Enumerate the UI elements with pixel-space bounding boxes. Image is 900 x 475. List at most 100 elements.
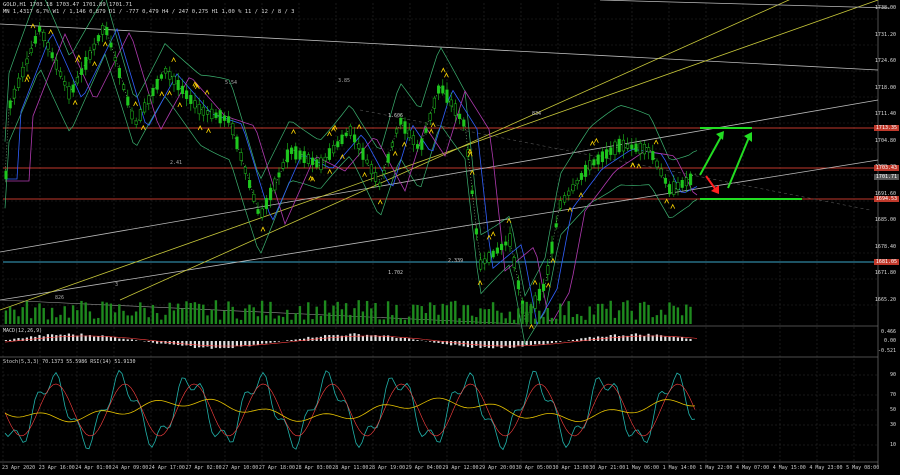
fractal-marker (567, 206, 573, 212)
candle-body (273, 178, 277, 191)
macd-bar (105, 336, 108, 341)
fractal-marker (506, 217, 512, 224)
fractal-marker (392, 150, 398, 156)
candle-body (46, 42, 50, 50)
candle-body (67, 86, 71, 100)
volume-bar (181, 308, 184, 324)
price-label: 1731.20 (874, 31, 896, 38)
volume-bar (160, 319, 163, 324)
macd-level-label: 0.00 (883, 338, 896, 344)
macd-bar (429, 341, 432, 342)
candle-body (84, 57, 88, 70)
volume-bar (504, 318, 507, 324)
candle-body (155, 78, 159, 90)
fractal-marker (590, 140, 595, 146)
candle-body (50, 52, 54, 59)
time-label: 30 Apr 13:00 (552, 465, 589, 471)
macd-bar (122, 338, 125, 341)
macd-bar (223, 341, 226, 348)
macd-bar (483, 341, 486, 347)
time-label: 27 Apr 18:00 (258, 465, 296, 471)
volume-bar (172, 310, 176, 324)
fractal-marker (340, 154, 345, 160)
candle-body (483, 258, 487, 264)
stoch-label: Stoch(5,3,3) 70.1373 55.5986 RSI(14) 51.… (3, 359, 136, 365)
macd-bar (84, 335, 87, 341)
macd-bar (340, 335, 343, 341)
fractal-marker (356, 123, 362, 129)
candle-body (453, 103, 457, 116)
volume-bar (580, 315, 583, 324)
macd-bar (597, 336, 600, 341)
volume-bar (109, 303, 113, 324)
volume-bar (130, 315, 134, 324)
fractal-marker (327, 131, 332, 137)
stoch-level-label: 70 (889, 392, 896, 398)
candle-body (298, 150, 302, 160)
volume-bar (626, 300, 629, 324)
candle-body (445, 89, 449, 103)
volume-bar (643, 301, 646, 324)
fractal-marker (550, 257, 556, 263)
volume-bar (193, 302, 197, 324)
candle-body (369, 164, 373, 175)
fractal-marker (260, 226, 266, 232)
macd-bar (114, 337, 117, 341)
macd-bar (30, 336, 33, 341)
volume-bar (521, 303, 524, 324)
candle-body (235, 136, 239, 150)
time-label: 28 Apr 19:00 (369, 465, 406, 471)
candle-body (542, 283, 546, 291)
volume-bar (386, 301, 390, 324)
volume-bar (441, 303, 444, 324)
macd-bar (189, 341, 192, 346)
candle-body (361, 147, 365, 160)
chart-annotation: 834 (532, 111, 542, 117)
macd-bar (9, 339, 12, 341)
volume-bar (214, 300, 218, 324)
volume-bar (500, 312, 503, 324)
time-label: 1 May 06:00 (625, 465, 660, 471)
volume-bar (512, 319, 516, 324)
macd-bar (479, 341, 482, 349)
volume-bar (353, 308, 356, 324)
volume-bar (395, 304, 398, 324)
candle-body (558, 200, 562, 209)
candle-body (672, 181, 676, 195)
volume-bar (218, 319, 222, 324)
macd-bar (651, 335, 654, 341)
candle-body (348, 125, 352, 136)
candle-body (92, 43, 96, 50)
macd-bar (286, 340, 289, 341)
volume-bar (634, 319, 638, 324)
macd-bar (336, 334, 339, 341)
volume-bar (424, 312, 428, 324)
volume-bar (407, 316, 411, 324)
macd-bar (72, 334, 75, 341)
macd-bar (382, 335, 385, 341)
trend-line (0, 99, 879, 253)
volume-bar (428, 302, 432, 324)
volume-bar (29, 318, 33, 324)
candle-body (256, 209, 260, 214)
fractal-marker (430, 122, 436, 128)
macd-bar (647, 333, 650, 341)
volume-bar (21, 307, 24, 324)
macd-bar (244, 341, 247, 346)
macd-bar (370, 335, 373, 341)
candle-body (659, 168, 663, 177)
candle-body (424, 128, 428, 133)
macd-bar (97, 336, 100, 341)
price-label: 1685.00 (874, 217, 896, 223)
candle-body (38, 26, 42, 32)
fractal-marker (308, 175, 314, 181)
macd-bar (109, 336, 112, 341)
fractal-marker (630, 162, 636, 168)
candle-body (59, 71, 63, 77)
macd-bar (643, 336, 646, 341)
upper-band (4, 0, 698, 297)
volume-bar (491, 302, 495, 324)
volume-bar (38, 303, 41, 324)
volume-bar (155, 313, 159, 324)
